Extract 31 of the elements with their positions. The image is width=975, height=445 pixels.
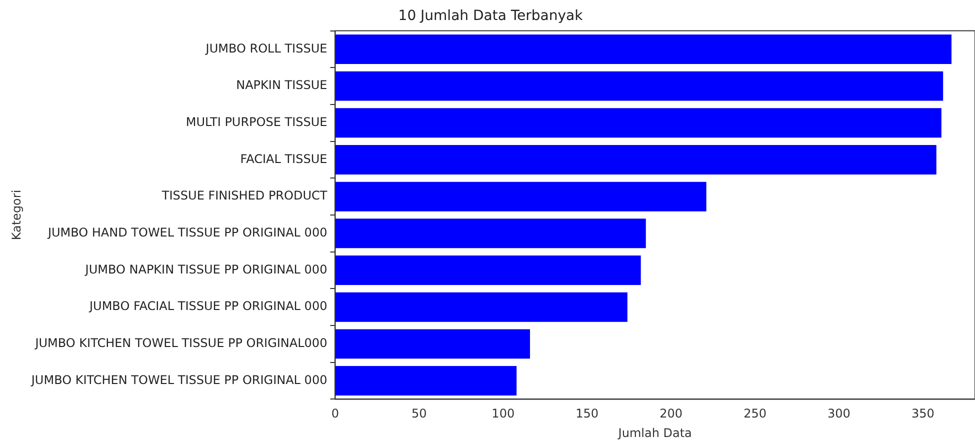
bar (335, 71, 944, 101)
x-tick-label: 300 (828, 406, 850, 421)
chart-title: 10 Jumlah Data Terbanyak (398, 8, 584, 24)
y-tick-label: TISSUE FINISHED PRODUCT (160, 188, 328, 203)
y-tick-label: JUMBO FACIAL TISSUE PP ORIGINAL 000 (88, 299, 328, 314)
bar (335, 34, 952, 64)
bar (335, 329, 530, 359)
bar (335, 145, 936, 174)
bar (335, 292, 628, 322)
x-tick-label: 200 (660, 406, 683, 421)
bar (335, 256, 641, 285)
y-tick-label: JUMBO HAND TOWEL TISSUE PP ORIGINAL 000 (46, 226, 328, 240)
x-tick-label: 0 (331, 406, 340, 421)
bar (335, 108, 942, 138)
y-tick-label: JUMBO NAPKIN TISSUE PP ORIGINAL 000 (84, 262, 328, 276)
x-tick-label: 150 (576, 406, 599, 421)
y-tick-label: MULTI PURPOSE TISSUE (186, 115, 328, 130)
x-tick-label: 250 (744, 406, 766, 421)
x-tick-label: 350 (911, 406, 934, 421)
bar (335, 182, 706, 212)
bar (335, 218, 646, 248)
x-tick-label: 100 (492, 406, 515, 421)
y-tick-label: FACIAL TISSUE (240, 152, 328, 166)
x-axis-title: Jumlah Data (617, 426, 692, 440)
y-tick-label: JUMBO KITCHEN TOWEL TISSUE PP ORIGINAL000 (34, 336, 328, 350)
y-tick-label: JUMBO KITCHEN TOWEL TISSUE PP ORIGINAL 000 (30, 372, 328, 387)
y-axis-title: Kategori (9, 190, 24, 240)
bar (335, 366, 517, 396)
y-tick-label: NAPKIN TISSUE (236, 78, 328, 92)
y-tick-label: JUMBO ROLL TISSUE (204, 41, 328, 56)
x-tick-label: 50 (412, 406, 427, 421)
